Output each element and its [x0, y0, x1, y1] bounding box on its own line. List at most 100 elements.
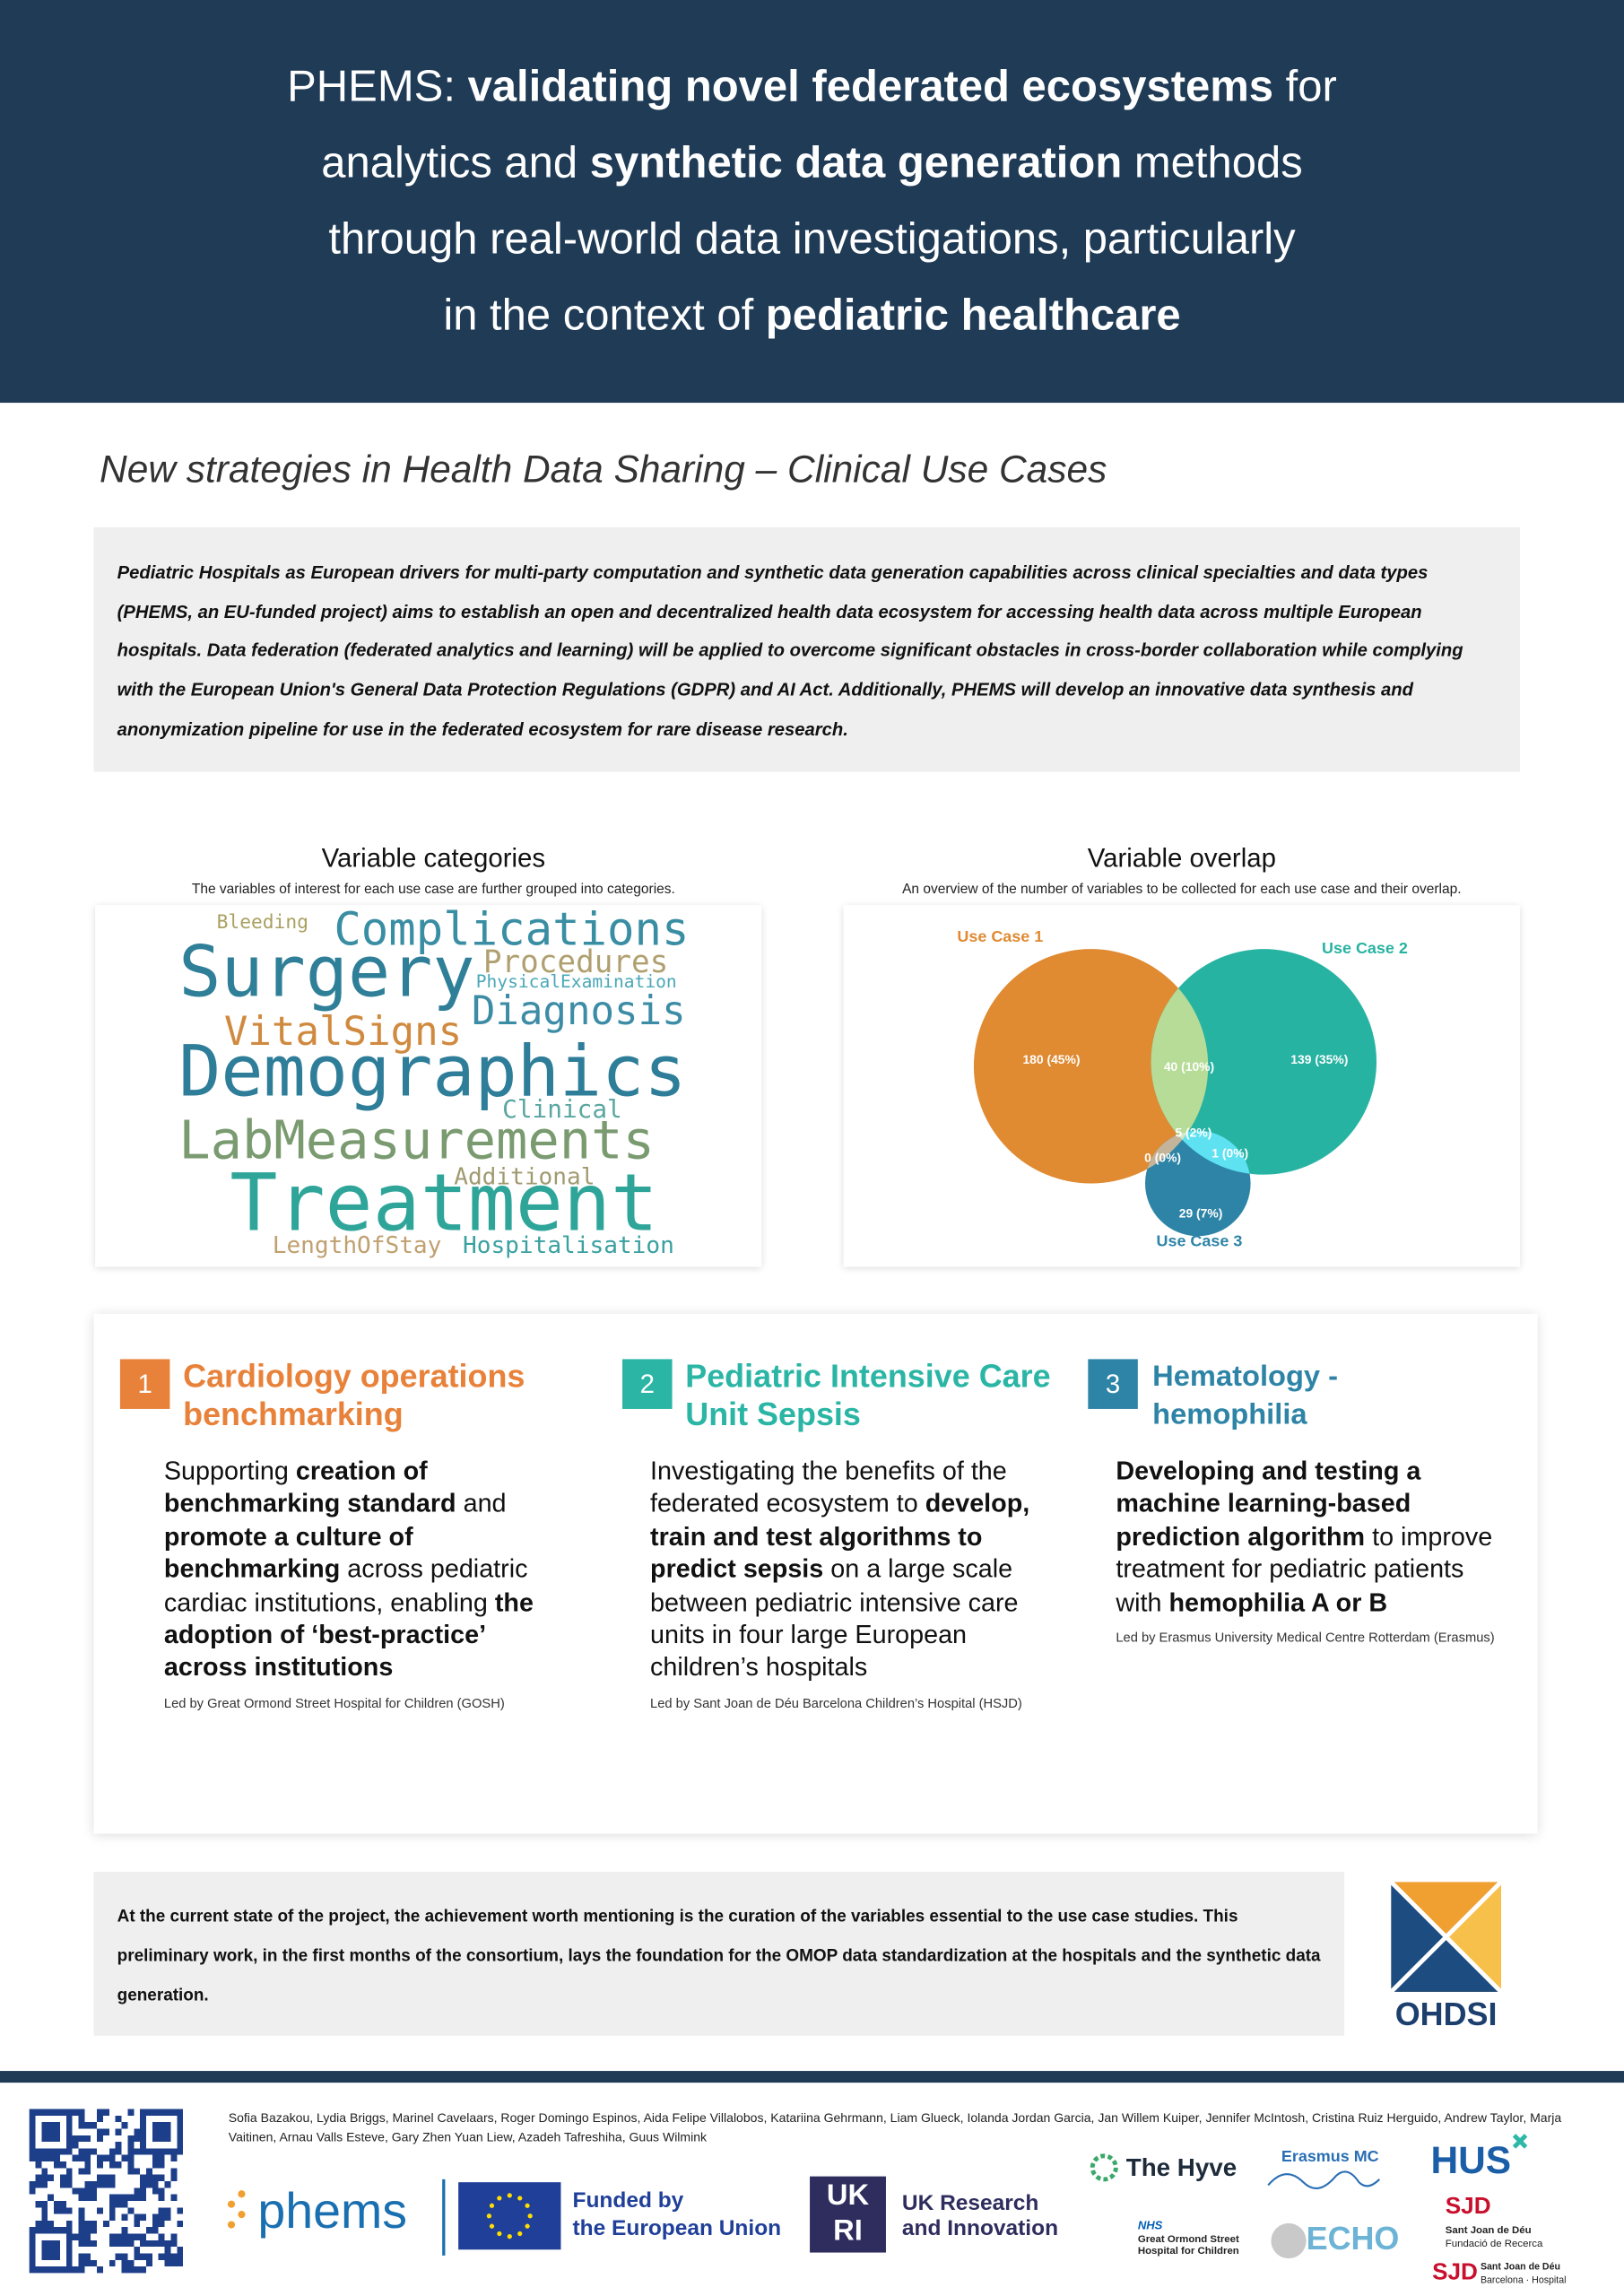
- hus-cross: [1512, 2134, 1528, 2149]
- eu-star: [497, 2231, 502, 2237]
- qr-module: [59, 2200, 66, 2208]
- qr-module: [78, 2154, 85, 2162]
- qr-module: [109, 2174, 116, 2181]
- description-text-bold: creation of benchmarking standard: [163, 1456, 456, 1518]
- qr-module: [102, 2174, 109, 2181]
- qr-module: [84, 2227, 91, 2234]
- qr-finder: [152, 2122, 171, 2143]
- qr-module: [134, 2220, 141, 2228]
- qr-module: [170, 2239, 178, 2248]
- eu-star: [527, 2213, 533, 2219]
- qr-module: [109, 2259, 116, 2267]
- qr-module: [91, 2227, 98, 2234]
- eu-flag: [458, 2182, 561, 2250]
- qr-module: [121, 2233, 128, 2240]
- eu-star: [486, 2213, 492, 2219]
- qr-module: [152, 2161, 159, 2169]
- qr-module: [115, 2253, 122, 2260]
- qr-module: [41, 2154, 48, 2162]
- description-text: and: [456, 1488, 507, 1518]
- qr-module: [109, 2200, 116, 2208]
- word: Treatment: [230, 1157, 658, 1249]
- qr-module: [170, 2233, 178, 2240]
- venn-circle: [1151, 949, 1377, 1175]
- title-line: analytics and synthetic data generation …: [0, 126, 1624, 202]
- qr-module: [97, 2128, 103, 2135]
- word: Bleeding: [217, 911, 308, 934]
- qr-module: [48, 2174, 55, 2181]
- qr-module: [97, 2266, 103, 2274]
- qr-module: [78, 2109, 85, 2116]
- qr-module: [158, 2233, 165, 2240]
- word: Procedures: [483, 944, 668, 980]
- qr-module: [115, 2194, 122, 2201]
- eu-star: [525, 2223, 530, 2229]
- qr-module: [140, 2233, 146, 2240]
- title-text: in the context of: [443, 291, 766, 340]
- case-description: Supporting creation of benchmarking stan…: [164, 1455, 548, 1712]
- eu-star: [517, 2196, 523, 2201]
- qr-module: [158, 2154, 165, 2162]
- qr-module: [134, 2213, 141, 2221]
- qr-module: [29, 2180, 36, 2188]
- eu-text: Funded by: [573, 2188, 684, 2213]
- word-cloud-subtitle: The variables of interest for each use c…: [191, 882, 675, 899]
- qr-module: [121, 2194, 128, 2201]
- title-text: for: [1273, 63, 1337, 112]
- word: Clinical: [502, 1094, 622, 1124]
- qr-module: [121, 2154, 128, 2162]
- qr-module: [115, 2142, 122, 2149]
- qr-module: [115, 2115, 122, 2123]
- description-text: Supporting: [163, 1456, 296, 1485]
- qr-module: [78, 2227, 85, 2234]
- qr-module: [78, 2266, 85, 2274]
- ukri-text: UK Research: [902, 2191, 1038, 2215]
- case-number: 1: [119, 1359, 170, 1409]
- qr-module: [152, 2239, 159, 2248]
- qr-module: [48, 2194, 55, 2201]
- qr-module: [164, 2259, 171, 2267]
- case-title: Pediatric Intensive Care Unit Sepsis: [685, 1357, 1051, 1433]
- qr-module: [65, 2168, 73, 2175]
- phems-dot: [238, 2211, 246, 2219]
- qr-module: [140, 2180, 146, 2188]
- erasmus-scribble: [1267, 2170, 1381, 2189]
- qr-module: [140, 2194, 146, 2201]
- qr-module: [152, 2220, 159, 2228]
- note-text: At the current state of the project, the…: [117, 1907, 1321, 2005]
- qr-module: [127, 2266, 135, 2274]
- title-text: through real-world data investigations, …: [328, 215, 1296, 264]
- qr-module: [134, 2247, 141, 2254]
- qr-module: [41, 2207, 48, 2214]
- qr-module: [170, 2174, 178, 2181]
- qr-module: [84, 2168, 91, 2175]
- qr-module: [29, 2154, 36, 2162]
- qr-module: [54, 2207, 60, 2214]
- qr-module: [115, 2239, 122, 2248]
- hyve-text: The Hyve: [1126, 2153, 1237, 2181]
- qr-module: [134, 2194, 141, 2201]
- qr-module: [152, 2154, 159, 2162]
- qr-module: [84, 2233, 91, 2240]
- qr-module: [170, 2154, 178, 2162]
- qr-module: [115, 2233, 122, 2240]
- qr-module: [48, 2220, 55, 2228]
- qr-module: [41, 2174, 48, 2181]
- region-label: 29 (7%): [1179, 1205, 1223, 1220]
- qr-module: [72, 2135, 79, 2143]
- qr-module: [78, 2122, 85, 2129]
- qr-module: [91, 2220, 98, 2228]
- qr-module: [145, 2259, 152, 2267]
- qr-module: [140, 2174, 146, 2181]
- eu-star: [525, 2203, 530, 2208]
- eu-star: [517, 2231, 523, 2237]
- section-title: New strategies in Health Data Sharing – …: [100, 447, 1107, 491]
- qr-module: [59, 2161, 66, 2169]
- qr-module: [115, 2128, 122, 2135]
- qr-module: [91, 2259, 98, 2267]
- qr-module: [41, 2180, 48, 2188]
- ukri-text: and Innovation: [902, 2216, 1058, 2240]
- qr-module: [35, 2161, 42, 2169]
- qr-module: [121, 2253, 128, 2260]
- qr-module: [29, 2187, 36, 2195]
